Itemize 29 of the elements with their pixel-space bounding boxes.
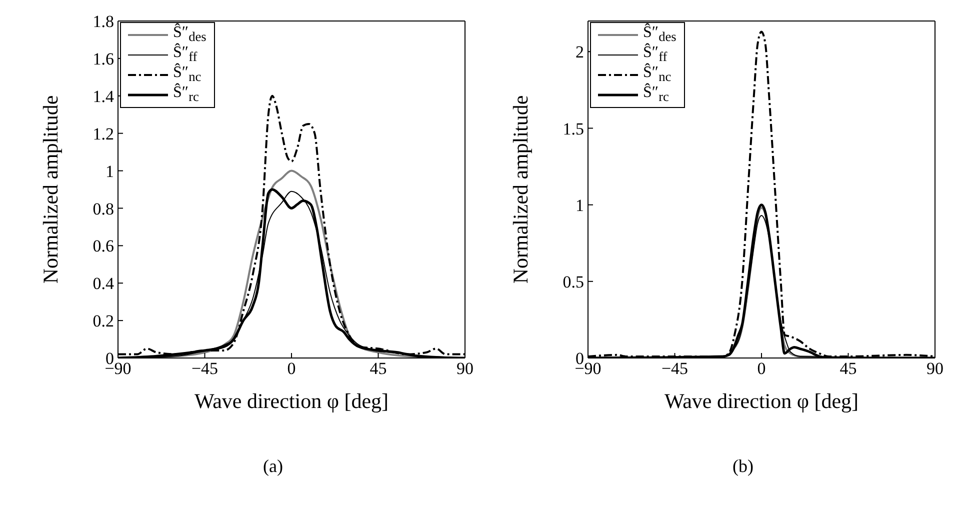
- y-tick-label: 1.2: [92, 124, 114, 144]
- y-tick-label: 0.6: [92, 236, 114, 256]
- y-tick-label: 2: [576, 42, 584, 62]
- y-tick-label: 0.5: [562, 272, 584, 292]
- x-axis-title: Wave direction φ [deg]: [194, 389, 389, 413]
- x-tick-label: 90: [456, 359, 474, 378]
- x-tick-label: 0: [287, 359, 296, 378]
- text: (b): [732, 456, 754, 477]
- y-axis-title: Normalized amplitude: [38, 95, 62, 284]
- y-tick-label: 1.4: [92, 86, 114, 106]
- x-tick-label: 45: [370, 359, 387, 378]
- y-tick-label: 1.5: [562, 119, 584, 138]
- y-tick-label: 0.8: [92, 199, 114, 218]
- x-tick-label: −45: [661, 359, 688, 378]
- x-axis-title: Wave direction φ [deg]: [664, 389, 859, 413]
- x-tick-label: 90: [926, 359, 944, 378]
- legend-label: Ŝ″$_{rc}$: [173, 84, 199, 106]
- y-tick-label: 0.2: [92, 312, 114, 331]
- y-tick-label: 1: [576, 196, 584, 215]
- y-tick-label: 1.8: [92, 12, 114, 32]
- text: (a): [262, 456, 284, 477]
- legend-label: Ŝ″$_{rc}$: [643, 84, 669, 106]
- x-tick-label: −45: [191, 359, 218, 378]
- y-tick-label: 0.4: [92, 274, 114, 294]
- y-tick-label: 1.6: [92, 49, 114, 68]
- x-tick-label: 0: [757, 359, 766, 378]
- y-axis-title: Normalized amplitude: [508, 95, 532, 284]
- x-tick-label: 45: [840, 359, 857, 378]
- y-tick-label: 1: [106, 162, 114, 181]
